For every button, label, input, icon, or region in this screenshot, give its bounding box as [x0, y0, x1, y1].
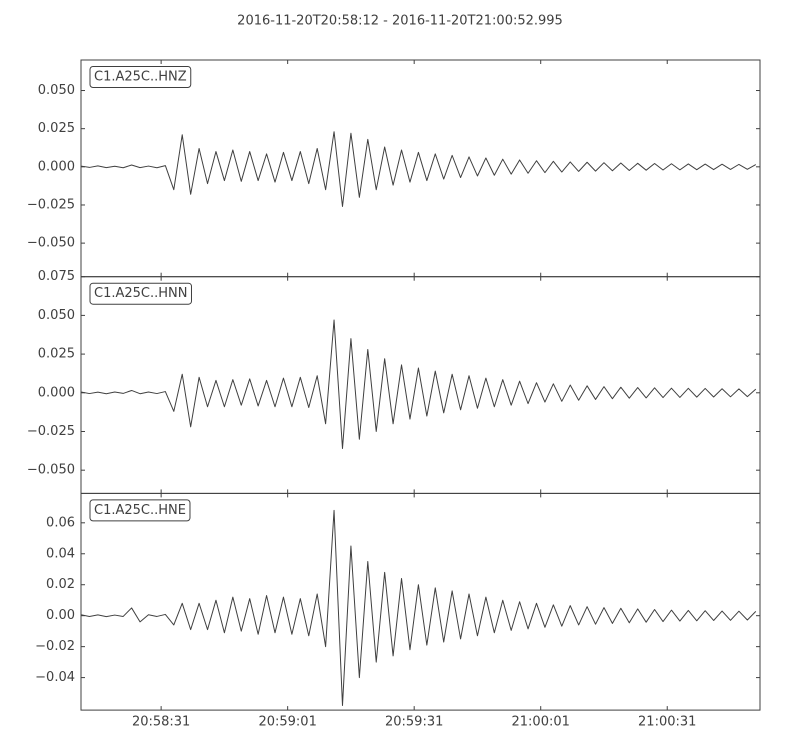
waveform: [80, 509, 757, 706]
y-tick-label: 0.025: [38, 347, 75, 362]
y-tick-label: 0.075: [38, 269, 75, 284]
x-tick-label: 20:59:31: [385, 715, 443, 730]
trace-label: C1.A25C..HNN: [94, 286, 187, 301]
figure-title: 2016-11-20T20:58:12 - 2016-11-20T21:00:5…: [237, 14, 563, 29]
trace-label-box: [89, 282, 192, 305]
trace-label: C1.A25C..HNZ: [94, 70, 187, 85]
y-tick-label: −0.025: [27, 197, 75, 212]
trace-label: C1.A25C..HNE: [94, 503, 186, 518]
y-tick-label: −0.02: [35, 639, 75, 654]
y-tick-label: −0.04: [35, 670, 75, 685]
y-tick-label: −0.025: [27, 424, 75, 439]
y-tick-label: −0.050: [27, 463, 75, 478]
x-tick-label: 21:00:01: [512, 715, 570, 730]
trace-label-box: [89, 66, 192, 88]
y-tick-label: 0.025: [38, 121, 75, 136]
y-tick-label: 0.04: [46, 546, 75, 561]
waveform: [80, 319, 757, 450]
x-tick-label: 21:00:31: [638, 715, 696, 730]
y-tick-label: 0.02: [46, 577, 75, 592]
y-tick-label: 0.050: [38, 308, 75, 323]
y-tick-label: 0.06: [46, 515, 75, 530]
waveform: [80, 131, 757, 207]
x-tick-label: 20:58:31: [132, 715, 190, 730]
y-tick-label: −0.050: [27, 236, 75, 251]
y-tick-label: 0.050: [38, 83, 75, 98]
trace-label-box: [89, 499, 191, 522]
y-tick-label: 0.000: [38, 159, 75, 174]
y-tick-label: 0.000: [38, 385, 75, 400]
x-tick-label: 20:59:01: [258, 715, 316, 730]
plot-frame: [80, 492, 761, 711]
y-tick-label: 0.00: [46, 608, 75, 623]
